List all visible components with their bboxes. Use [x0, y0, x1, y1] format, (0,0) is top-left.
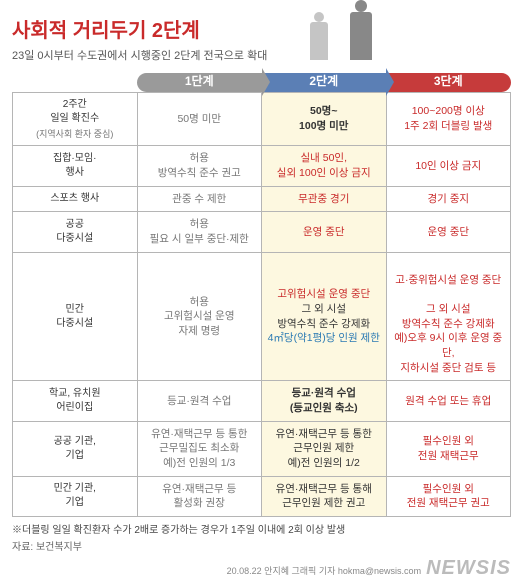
- figure-icons: [310, 12, 372, 60]
- col-header-stage1: 1단계: [137, 73, 262, 92]
- cell: 10인 이상 금지: [386, 146, 511, 186]
- cell: 운영 중단: [386, 212, 511, 252]
- cell: 필수인원 외 전원 재택근무: [386, 421, 511, 476]
- cell: 허용 고위험시설 운영 자제 명령: [137, 252, 262, 381]
- table-row: 스포츠 행사 관중 수 제한 무관중 경기 경기 중지: [13, 186, 511, 212]
- cell: 등교·원격 수업: [137, 381, 262, 421]
- row-label: 민간 다중시설: [13, 252, 138, 381]
- table-row: 민간 다중시설 허용 고위험시설 운영 자제 명령 고위험시설 운영 중단 그 …: [13, 252, 511, 381]
- cell: 유연·재택근무 등 통한 근무인원 제한 예)전 인원의 1/2: [262, 421, 387, 476]
- col-header-stage2: 2단계: [262, 73, 387, 92]
- page-subtitle: 23일 0시부터 수도권에서 시행중인 2단계 전국으로 확대: [12, 47, 511, 63]
- cell: 고·중위험시설 운영 중단 그 외 시설 방역수칙 준수 강제화 예)오후 9시…: [386, 252, 511, 381]
- figure-small-icon: [310, 22, 328, 60]
- page-title: 사회적 거리두기 2단계: [12, 14, 511, 43]
- credit-line: 20.08.22 안지혜 그래픽 기자 hokma@newsis.com NEW…: [12, 557, 511, 580]
- cell: 운영 중단: [262, 212, 387, 252]
- table-row: 학교, 유치원 어린이집 등교·원격 수업 등교·원격 수업 (등교인원 축소)…: [13, 381, 511, 421]
- newsis-logo: NEWSIS: [426, 557, 511, 579]
- cell: 원격 수업 또는 휴업: [386, 381, 511, 421]
- cell: 허용 필요 시 일부 중단·제한: [137, 212, 262, 252]
- row-label: 공공 기관, 기업: [13, 421, 138, 476]
- cell: 유연·재택근무 등 통한 근무밀집도 최소화 예)전 인원의 1/3: [137, 421, 262, 476]
- cell: 등교·원격 수업 (등교인원 축소): [262, 381, 387, 421]
- cell: 필수인원 외 전원 재택근무 권고: [386, 476, 511, 516]
- cell: 고위험시설 운영 중단 그 외 시설 방역수칙 준수 강제화 4㎡당(약1평)당…: [262, 252, 387, 381]
- cell: 실내 50인, 실외 100인 이상 금지: [262, 146, 387, 186]
- source-text: 자료: 보건복지부: [12, 538, 511, 553]
- row-label: 집합·모임· 행사: [13, 146, 138, 186]
- figure-large-icon: [350, 12, 372, 60]
- cell: 유연·재택근무 등 통해 근무인원 제한 권고: [262, 476, 387, 516]
- cell: 경기 중지: [386, 186, 511, 212]
- cell: 관중 수 제한: [137, 186, 262, 212]
- col-header-empty: [13, 73, 138, 92]
- cell: 허용 방역수칙 준수 권고: [137, 146, 262, 186]
- table-row: 공공 다중시설 허용 필요 시 일부 중단·제한 운영 중단 운영 중단: [13, 212, 511, 252]
- row-label: 2주간 일일 확진수 (지역사회 환자 중심): [13, 92, 138, 146]
- row-label: 민간 기관, 기업: [13, 476, 138, 516]
- cell: 100~200명 이상 1주 2회 더블링 발생: [386, 92, 511, 146]
- row-label: 스포츠 행사: [13, 186, 138, 212]
- table-row: 공공 기관, 기업 유연·재택근무 등 통한 근무밀집도 최소화 예)전 인원의…: [13, 421, 511, 476]
- cell: 50명~ 100명 미만: [262, 92, 387, 146]
- table-row: 집합·모임· 행사 허용 방역수칙 준수 권고 실내 50인, 실외 100인 …: [13, 146, 511, 186]
- infographic-container: 사회적 거리두기 2단계 23일 0시부터 수도권에서 시행중인 2단계 전국으…: [0, 0, 523, 584]
- cell: 무관중 경기: [262, 186, 387, 212]
- col-header-stage3: 3단계: [386, 73, 511, 92]
- stages-table: 1단계 2단계 3단계 2주간 일일 확진수 (지역사회 환자 중심) 50명 …: [12, 73, 511, 517]
- cell: 50명 미만: [137, 92, 262, 146]
- row-label: 학교, 유치원 어린이집: [13, 381, 138, 421]
- cell: 유연·재택근무 등 활성화 권장: [137, 476, 262, 516]
- table-row: 민간 기관, 기업 유연·재택근무 등 활성화 권장 유연·재택근무 등 통해 …: [13, 476, 511, 516]
- row-label: 공공 다중시설: [13, 212, 138, 252]
- table-row: 2주간 일일 확진수 (지역사회 환자 중심) 50명 미만 50명~ 100명…: [13, 92, 511, 146]
- footnote: ※더블링 일일 확진환자 수가 2배로 증가하는 경우가 1주일 이내에 2회 …: [12, 521, 511, 536]
